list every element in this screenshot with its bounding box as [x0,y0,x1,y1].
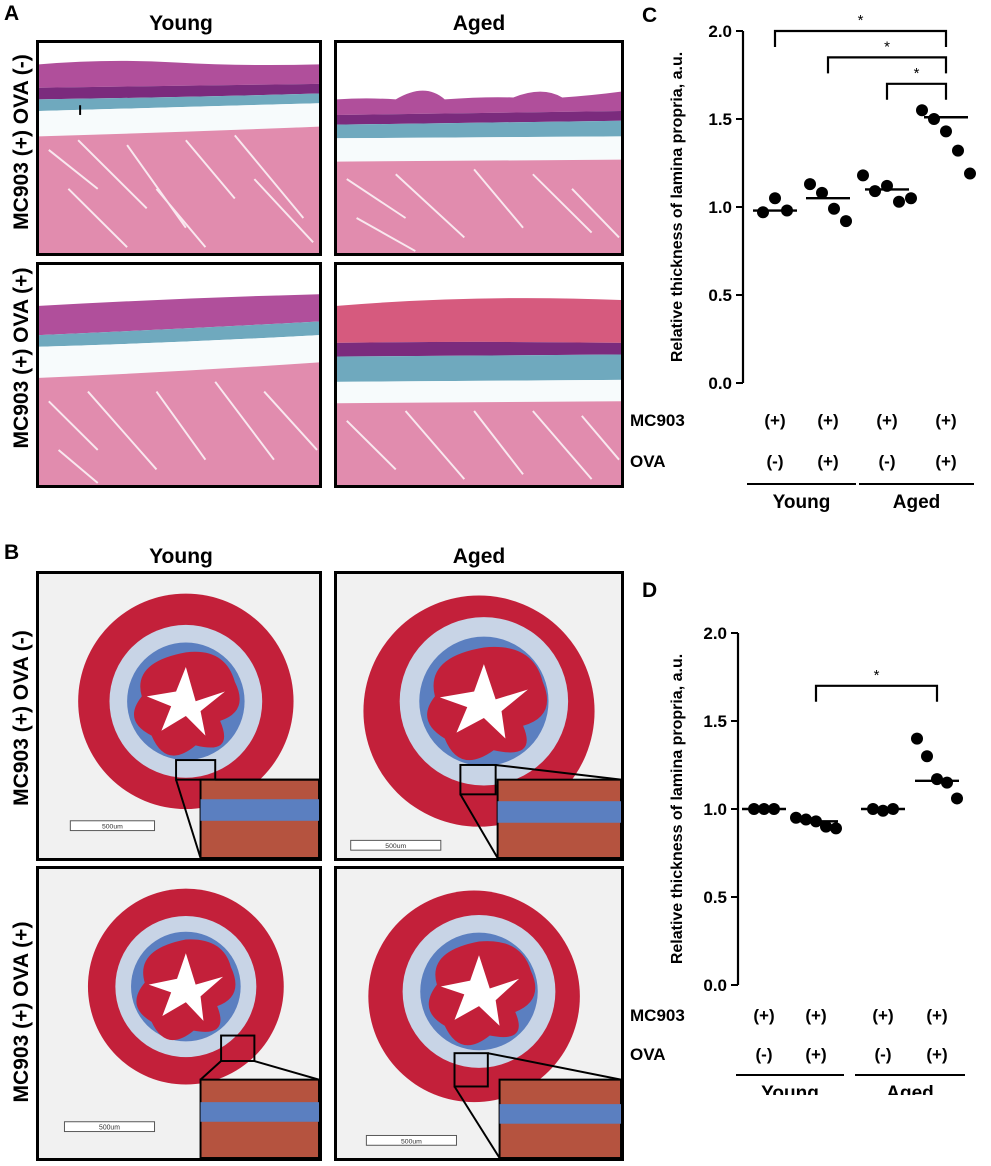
panel-a-aged-ova-neg-image [334,40,624,256]
panel-d-sig-bracket [814,684,939,702]
panel-b-scalebar-4: 500um [401,1138,422,1145]
panel-d-mc903-value: (+) [926,1006,947,1025]
panel-d-point [941,776,953,789]
panel-d-ytick-label: 1.5 [703,712,727,731]
panel-d-letter: D [642,579,657,602]
panel-c-ova-value: (+) [817,452,838,471]
panel-c-ytick-label: 1.0 [708,198,732,217]
panel-c-mc903-value: (+) [764,411,785,430]
panel-c-chart: C 0.0 0.5 1.0 1.5 2.0 Relative thickness of la… [630,4,976,513]
panel-c-ova-value: (-) [767,452,784,471]
panel-d-group-aged: Aged [886,1083,934,1095]
panel-c-ova-value: (-) [879,452,896,471]
panel-c-point [757,206,769,219]
panel-c-point [928,113,940,125]
panel-d-ova-value: (+) [805,1045,826,1064]
panel-b-col-young: Young [149,545,213,568]
panel-b-scalebar-2: 500um [385,843,406,850]
panel-d-point [820,820,832,833]
panel-b-row-bottom: MC903 (+) OVA (+) [10,921,33,1103]
panel-c-point [916,104,928,117]
panel-b-scalebar-1: 500um [102,824,123,831]
panel-d-point [877,804,889,817]
panel-d-row-mc903: MC903 [630,1006,685,1025]
panel-a-young-ova-pos-image [36,262,322,488]
panel-c-point [769,192,781,205]
panel-a-young-ova-neg-image [36,40,322,256]
panel-d-point [830,822,842,835]
panel-c-point [964,167,976,180]
panel-c-point [893,195,905,208]
panel-c-sig-bracket [885,82,948,100]
panel-a-aged-ova-pos-image [334,262,624,488]
panel-c-group-young: Young [773,492,831,513]
panel-c-mc903-value: (+) [817,411,838,430]
panel-c-sig-bracket [826,56,948,74]
panel-b-young-ova-neg-image: 500um [36,571,322,861]
panel-d-ytick-label: 1.0 [703,800,727,819]
panel-b-row-top: MC903 (+) OVA (-) [10,630,33,806]
panel-d-ytick-label: 0.0 [703,976,727,995]
panel-c-point [816,186,828,199]
panel-b-young-ova-pos-image: 500um [36,866,322,1161]
panel-d-ova-value: (-) [756,1045,773,1064]
panel-c-ytick-label: 1.5 [708,110,732,129]
panel-d-ytick-label: 2.0 [703,624,727,643]
panel-c-ytick-label: 0.0 [708,374,732,393]
panel-a-col-aged: Aged [452,12,506,35]
panel-c-ova-value: (+) [935,452,956,471]
panel-c-point [840,215,852,228]
panel-c-point [857,169,869,182]
panel-d-point [921,750,933,763]
panel-c-point [940,125,952,138]
panel-b-col-aged: Aged [452,545,506,568]
panel-c-letter: C [642,4,657,27]
panel-b-scalebar-3: 500um [99,1125,120,1132]
panel-c-ylabel: Relative thickness of lamina propria, a.… [669,52,686,362]
panel-d-mc903-value: (+) [753,1006,774,1025]
panel-c-row-mc903: MC903 [630,411,685,430]
panel-d-ova-value: (+) [926,1045,947,1064]
panel-c-sig-star: * [884,38,890,55]
panel-b-aged-ova-neg-image: 500um [334,571,624,861]
panel-c-point [905,192,917,205]
panel-d-chart: D 0.0 0.5 1.0 1.5 2.0 Relative thickness of la… [630,579,965,1095]
panel-d-point [800,813,812,826]
panel-d-point [911,732,923,745]
panel-c-group-aged: Aged [893,492,941,513]
panel-c-point [952,144,964,157]
panel-d-point [951,792,963,805]
panel-letter-a: A [4,2,20,25]
panel-a-row-bottom: MC903 (+) OVA (+) [10,267,33,449]
panel-a-col-young: Young [149,12,213,35]
panel-a-row-top: MC903 (+) OVA (-) [10,54,33,230]
panel-letter-b: B [4,541,20,564]
panel-c-point [804,178,816,191]
panel-d-ytick-label: 0.5 [703,888,727,907]
panel-d-row-ova: OVA [630,1045,666,1064]
panel-d-sig-star: * [874,667,880,684]
panel-c-sig-star: * [858,12,864,29]
panel-d-group-young: Young [761,1083,819,1095]
panel-c-mc903-value: (+) [876,411,897,430]
panel-c-point [828,202,840,215]
panel-d-ova-value: (-) [875,1045,892,1064]
panel-d-mc903-value: (+) [805,1006,826,1025]
panel-c-sig-star: * [914,65,920,82]
panel-c-mc903-value: (+) [935,411,956,430]
panel-d-ylabel: Relative thickness of lamina propria, a.… [669,654,686,964]
panel-d-mc903-value: (+) [872,1006,893,1025]
panel-c-row-ova: OVA [630,452,666,471]
panel-d-point [931,773,943,786]
panel-c-point [869,185,881,198]
panel-c-ytick-label: 0.5 [708,286,732,305]
panel-c-sig-bracket [773,29,948,47]
panel-b-aged-ova-pos-image: 500um [334,866,624,1161]
panel-c-ytick-label: 2.0 [708,22,732,41]
